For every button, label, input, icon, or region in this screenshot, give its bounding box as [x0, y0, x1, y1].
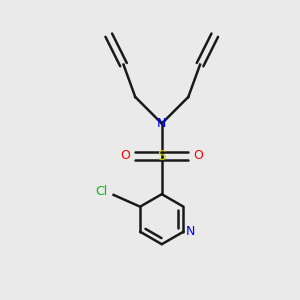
Text: Cl: Cl [96, 185, 108, 199]
Text: O: O [194, 149, 203, 162]
Text: N: N [157, 117, 167, 130]
Text: O: O [120, 149, 130, 162]
Text: N: N [186, 225, 196, 238]
Text: S: S [158, 149, 166, 163]
